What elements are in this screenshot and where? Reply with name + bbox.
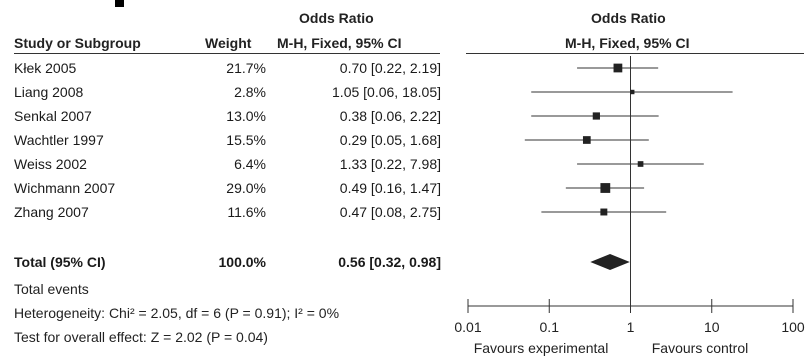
study-marker (582, 136, 591, 144)
study-name: Senkal 2007 (14, 108, 92, 124)
or-group-header-left: Odds Ratio (299, 10, 374, 26)
total-events-label: Total events (14, 281, 89, 297)
or-group-header-right: Odds Ratio (591, 10, 666, 26)
x-tick-label: 0.01 (454, 319, 481, 335)
study-name: Wachtler 1997 (14, 132, 104, 148)
study-name: Liang 2008 (14, 84, 84, 100)
study-ci-text: 0.47 [0.08, 2.75] (339, 204, 441, 220)
study-weight: 11.6% (227, 204, 266, 220)
study-ci-text: 1.05 [0.06, 18.05] (332, 84, 441, 100)
study-ci-text: 1.33 [0.22, 7.98] (339, 156, 441, 172)
study-name: Zhang 2007 (14, 204, 89, 220)
study-weight: 21.7% (226, 60, 266, 76)
study-column-header: Study or Subgroup (14, 35, 141, 51)
study-weight: 15.5% (226, 132, 266, 148)
x-tick-label: 100 (781, 319, 805, 335)
study-weight: 13.0% (226, 108, 266, 124)
study-marker (600, 183, 611, 193)
heterogeneity-text: Heterogeneity: Chi² = 2.05, df = 6 (P = … (14, 305, 340, 321)
study-ci-text: 0.49 [0.16, 1.47] (339, 180, 441, 196)
study-marker (613, 63, 623, 73)
study-marker (630, 89, 635, 95)
study-weight: 2.8% (234, 84, 266, 100)
study-marker (600, 208, 608, 216)
header-divider (14, 53, 440, 54)
study-name: Wichmann 2007 (14, 180, 116, 196)
study-weight: 6.4% (234, 156, 266, 172)
x-tick-label: 10 (704, 319, 720, 335)
study-ci-text: 0.38 [0.06, 2.22] (339, 108, 441, 124)
x-tick-label: 1 (627, 319, 635, 335)
study-marker (637, 161, 644, 167)
overall-effect-text: Test for overall effect: Z = 2.02 (P = 0… (14, 329, 268, 345)
cropped-title-fragment (115, 0, 124, 7)
weight-column-header: Weight (205, 35, 252, 51)
header-divider-right (466, 53, 804, 54)
method-column-header-left: M-H, Fixed, 95% CI (277, 35, 402, 51)
study-marker (592, 112, 600, 120)
favours-control-label: Favours control (652, 340, 748, 356)
study-name: Kłek 2005 (14, 60, 77, 76)
study-weight: 29.0% (226, 180, 266, 196)
x-tick-label: 0.1 (540, 319, 560, 335)
study-name: Weiss 2002 (14, 156, 87, 172)
study-ci-text: 0.29 [0.05, 1.68] (339, 132, 441, 148)
total-ci-text: 0.56 [0.32, 0.98] (338, 254, 441, 270)
study-ci-text: 0.70 [0.22, 2.19] (339, 60, 441, 76)
total-diamond (590, 254, 630, 270)
total-weight: 100.0% (218, 254, 266, 270)
total-name: Total (95% CI) (14, 254, 106, 270)
favours-experimental-label: Favours experimental (474, 340, 609, 356)
method-column-header-right: M-H, Fixed, 95% CI (565, 35, 690, 51)
